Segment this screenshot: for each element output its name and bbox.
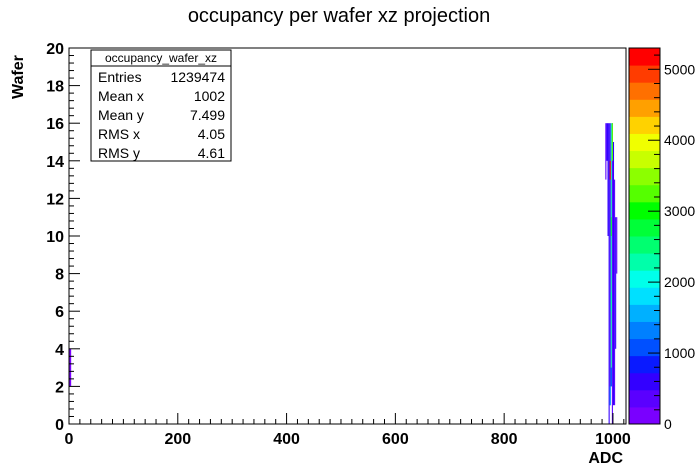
y-tick-label: 20	[46, 41, 64, 58]
palette-swatch	[629, 82, 660, 100]
heatmap-cell	[611, 123, 613, 424]
x-tick-label: 800	[491, 431, 518, 448]
palette-swatch	[629, 167, 660, 186]
palette-swatch	[629, 184, 660, 203]
y-axis: 0 2 4 6 8 10 12 14 16 18 20	[46, 41, 80, 434]
palette-swatch	[629, 304, 660, 322]
palette-swatch	[629, 406, 660, 425]
stats-value: 1002	[194, 88, 225, 104]
palette-frame	[628, 47, 661, 425]
chart-title: occupancy per wafer xz projection	[188, 5, 490, 27]
y-tick-label: 14	[46, 154, 64, 171]
stats-value: 4.05	[198, 126, 225, 142]
stats-box: occupancy_wafer_xz Entries 1239474 Mean x 1…	[90, 49, 232, 162]
palette-swatch	[629, 218, 660, 237]
heatmap-cells	[69, 123, 618, 424]
y-tick-label: 18	[46, 79, 64, 96]
palette-swatch	[629, 355, 660, 374]
stats-label: Entries	[98, 69, 142, 85]
x-tick-label: 0	[65, 431, 74, 448]
x-axis: 0 200 400 600 800 1000	[65, 413, 631, 448]
y-tick-label: 6	[55, 304, 64, 321]
palette-swatch	[629, 321, 660, 340]
palette-swatch	[629, 338, 660, 357]
y-tick-label: 16	[46, 116, 64, 133]
stats-box-title: occupancy_wafer_xz	[105, 51, 217, 65]
palette-swatch	[629, 389, 660, 408]
heatmap-cell	[615, 217, 617, 349]
palette-swatch	[629, 133, 660, 152]
heatmap-cell	[608, 123, 610, 424]
stats-label: RMS y	[98, 145, 140, 161]
y-tick-label: 2	[55, 379, 64, 396]
palette-swatch	[629, 270, 660, 288]
z-tick-label: 2000	[664, 274, 695, 290]
heatmap-cell	[605, 123, 607, 180]
x-axis-title: ADC	[588, 450, 623, 467]
stats-label: Mean x	[98, 88, 144, 104]
color-palette-bar	[629, 48, 660, 425]
stats-label: RMS x	[98, 126, 140, 142]
z-tick-label: 3000	[664, 203, 695, 219]
stats-value: 4.61	[198, 145, 225, 161]
heatmap-cell	[610, 123, 612, 387]
stats-value: 7.499	[190, 107, 225, 123]
heatmap-cell	[610, 217, 612, 236]
heatmap-cell	[611, 123, 613, 161]
palette-swatch	[629, 48, 660, 66]
heatmap-cell	[610, 292, 612, 312]
heatmap-cell	[610, 367, 612, 387]
z-tick-label: 0	[664, 416, 672, 432]
x-tick-label: 400	[273, 431, 300, 448]
y-tick-label: 4	[55, 342, 64, 359]
palette-swatch	[629, 372, 660, 391]
palette-swatch	[629, 236, 660, 254]
z-tick-label: 5000	[664, 61, 695, 77]
stats-label: Mean y	[98, 107, 144, 123]
heatmap-cell	[606, 123, 608, 161]
heatmap-cell	[614, 179, 616, 406]
heatmap-cell	[69, 348, 72, 387]
x-tick-label: 1000	[595, 431, 631, 448]
y-tick-label: 10	[46, 229, 64, 246]
y-tick-label: 8	[55, 267, 64, 284]
stats-box-frame	[90, 49, 232, 162]
palette-swatch	[629, 99, 660, 117]
palette-swatch	[629, 116, 660, 134]
x-tick-label: 200	[164, 431, 191, 448]
y-tick-label: 12	[46, 191, 64, 208]
y-axis-title: Wafer	[10, 55, 27, 99]
palette-swatch	[629, 65, 660, 83]
palette-swatch	[629, 201, 660, 220]
stats-value: 1239474	[170, 69, 225, 85]
heatmap-cell	[609, 123, 611, 406]
palette-swatch	[629, 150, 660, 169]
heatmap-cell	[609, 386, 611, 406]
z-tick-label: 4000	[664, 132, 695, 148]
palette-axis: 0 1000 2000 3000 4000 5000	[648, 54, 695, 432]
palette-swatch	[629, 287, 660, 305]
heatmap-cell	[609, 160, 611, 180]
palette-swatch	[629, 253, 660, 271]
z-tick-label: 1000	[664, 345, 695, 361]
heatmap-cell	[616, 217, 618, 274]
x-tick-label: 600	[382, 431, 409, 448]
heatmap-cell	[607, 123, 609, 236]
heatmap-cell	[612, 142, 615, 406]
y-tick-label: 0	[55, 417, 64, 434]
